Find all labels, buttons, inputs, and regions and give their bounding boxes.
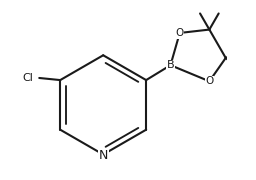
Text: O: O: [205, 76, 214, 86]
Text: B: B: [167, 60, 174, 70]
Text: Cl: Cl: [22, 73, 33, 83]
Text: O: O: [176, 28, 184, 38]
Text: N: N: [99, 149, 108, 162]
